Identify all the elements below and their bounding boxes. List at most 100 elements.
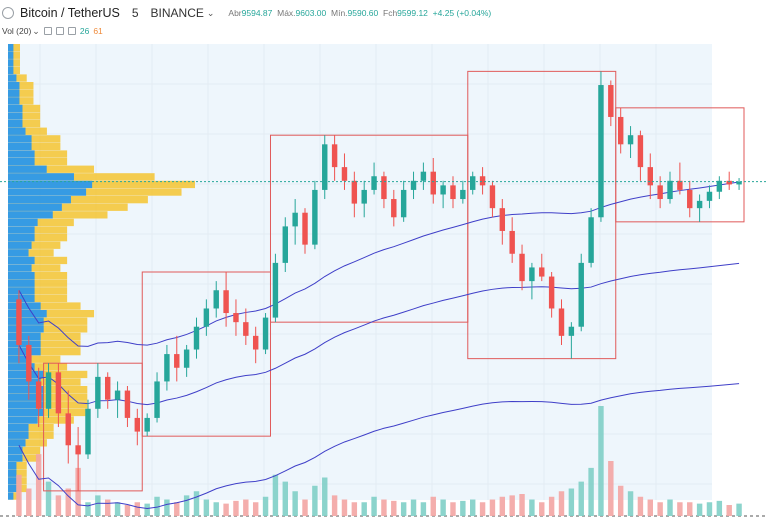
volume-profile-bar-buy <box>8 51 14 59</box>
volume-profile-bar-sell <box>8 310 95 318</box>
volume-profile-bar-buy <box>8 112 23 120</box>
volume-bar <box>647 499 653 516</box>
volume-bar <box>183 495 190 516</box>
volume-profile-bar-buy <box>8 120 23 128</box>
volume-profile-bar-sell <box>8 431 54 439</box>
candle-down <box>430 171 436 195</box>
interval-label[interactable]: 5 <box>131 6 139 20</box>
chevron-down-icon[interactable]: ⌄ <box>32 25 40 36</box>
low-value: 9590.60 <box>347 8 379 18</box>
volume-profile-bar-buy <box>8 363 35 371</box>
candle-up <box>193 326 200 350</box>
high-value: 9603.00 <box>295 8 327 18</box>
volume-profile-bar-sell <box>8 188 182 196</box>
candle-up <box>588 217 594 263</box>
open-value: 9594.87 <box>241 8 273 18</box>
volume-profile-bar-buy <box>8 424 29 432</box>
candle-down <box>617 116 624 145</box>
volume-profile-bar-buy <box>8 150 35 158</box>
exchange-label[interactable]: BINANCE <box>150 6 204 20</box>
volume-bar <box>460 500 466 516</box>
symbol-name[interactable]: Bitcoin / TetherUS <box>20 6 120 20</box>
low-label: Mín. <box>331 8 348 18</box>
candle-up <box>460 189 466 200</box>
volume-bar <box>75 467 81 516</box>
volume-profile-bar-buy <box>8 97 20 105</box>
volume-bar <box>529 499 535 516</box>
volume-profile-bar-buy <box>8 59 14 67</box>
candle-up <box>322 144 328 190</box>
volume-profile-bar-buy <box>8 492 14 500</box>
chevron-down-icon[interactable]: ⌄ <box>206 7 215 18</box>
volume-profile-bar-buy <box>8 393 44 401</box>
volume-bar <box>687 502 693 516</box>
volume-profile-bar-buy <box>8 256 35 265</box>
volume-bar <box>203 499 210 516</box>
settings-icon[interactable] <box>55 27 64 35</box>
candle-down <box>134 417 141 432</box>
volume-indicator-label[interactable]: Vol (20) <box>2 26 32 36</box>
range-box <box>141 271 271 437</box>
volume-profile-bar-sell <box>8 279 68 287</box>
volume-profile-bar-buy <box>8 370 44 379</box>
volume-profile-bar-buy <box>8 173 74 181</box>
volume-bar <box>627 491 634 516</box>
volume-profile-bar-buy <box>8 196 71 204</box>
eye-icon[interactable] <box>43 27 52 35</box>
candle-up <box>272 262 279 318</box>
volume-bar <box>489 499 496 516</box>
volume-profile-bar-buy <box>8 408 44 417</box>
candle-down <box>726 180 732 185</box>
volume-bar <box>706 502 713 516</box>
volume-bar <box>736 503 742 516</box>
vwap-upper-band <box>18 181 740 347</box>
candle-down <box>519 253 525 282</box>
volume-profile-bar-buy <box>8 249 29 257</box>
volume-bar <box>95 495 101 516</box>
volume-profile-bar-buy <box>8 302 41 310</box>
close-icon[interactable] <box>67 27 76 35</box>
candle-down <box>331 144 338 168</box>
candle-down <box>55 372 62 414</box>
candle-up <box>85 408 91 455</box>
volume-bar <box>519 494 525 516</box>
candle-down <box>509 230 515 254</box>
volume-bar <box>450 502 456 516</box>
volume-profile-bar-buy <box>8 416 38 424</box>
volume-profile-bar-sell <box>8 82 34 90</box>
candle-up <box>529 267 535 282</box>
volume-bar <box>726 505 732 516</box>
candle-up <box>164 354 170 382</box>
volume-profile-bar-buy <box>8 188 87 196</box>
volume-bars <box>16 406 742 516</box>
candle-up <box>706 191 713 201</box>
volume-bar <box>213 502 219 516</box>
volume-bar <box>657 502 663 516</box>
candle-down <box>450 185 456 200</box>
volume-profile-bar-sell <box>8 173 155 181</box>
volume-bar <box>292 491 298 516</box>
volume-profile-bar-sell <box>8 462 27 470</box>
candle-up <box>736 181 742 185</box>
volume-profile-bar-buy <box>8 294 35 303</box>
volume-profile-bar-sell <box>8 89 34 97</box>
volume-bar <box>548 496 555 516</box>
volume-profile-bar-sell <box>8 44 20 52</box>
candle-up <box>213 290 219 309</box>
volume-profile-bar-buy <box>8 348 41 356</box>
volume-profile-bar-sell <box>8 234 68 242</box>
volume-bar <box>282 481 288 516</box>
candle-up <box>400 189 407 218</box>
candle-up <box>361 189 367 204</box>
plot-background <box>8 44 712 500</box>
high-label: Máx. <box>277 8 296 18</box>
candle-up <box>282 226 288 263</box>
volume-profile-bar-sell <box>8 492 20 500</box>
volume-bar <box>371 496 377 516</box>
volume-bar <box>617 485 624 516</box>
volume-bar <box>243 499 249 516</box>
volume-bar <box>608 461 614 516</box>
volume-bar <box>539 502 545 516</box>
